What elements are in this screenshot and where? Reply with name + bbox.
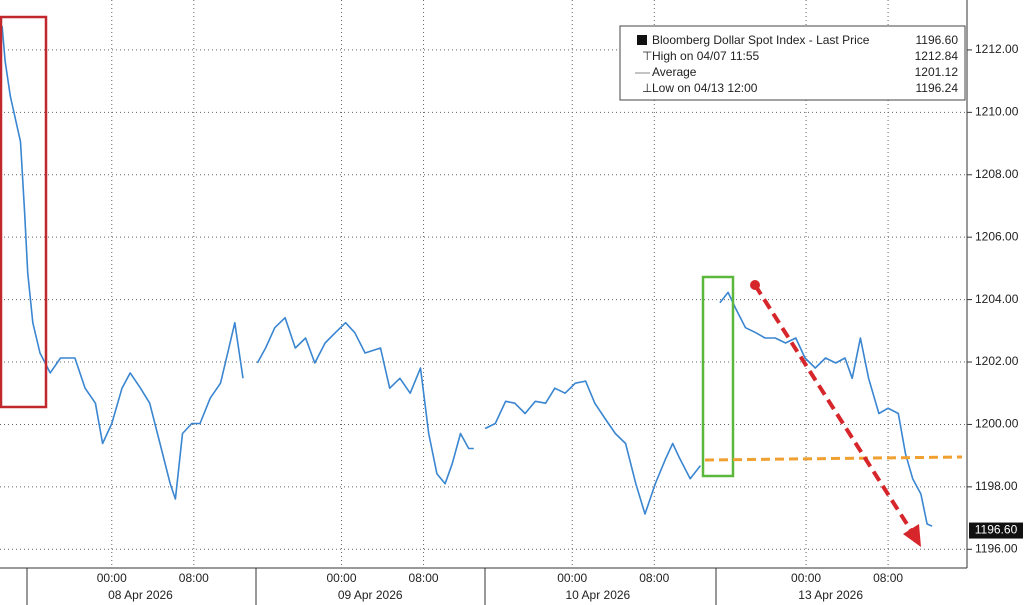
legend-label: Bloomberg Dollar Spot Index - Last Price [652, 33, 870, 47]
last-price-box [969, 522, 1023, 539]
day-separators [26, 568, 717, 605]
y-tick-label: 1206.00 [975, 229, 1019, 243]
legend-label: Average [652, 65, 697, 79]
y-tick-label: 1210.00 [975, 105, 1019, 119]
last-price-label: 1196.60 [975, 523, 1018, 537]
x-tick-label: 00:00 [326, 571, 356, 585]
legend-label: Low on 04/13 12:00 [652, 81, 758, 95]
date-label: 08 Apr 2026 [108, 588, 173, 602]
date-label: 09 Apr 2026 [338, 588, 403, 602]
highlight-box [0, 15, 48, 409]
legend: Bloomberg Dollar Spot Index - Last Price… [619, 25, 966, 101]
legend-icon: ⊥ [642, 81, 652, 95]
y-tick-label: 1200.00 [975, 417, 1019, 431]
y-tick-label: 1212.00 [975, 42, 1019, 56]
x-tick-label: 00:00 [97, 571, 127, 585]
x-tick-label: 08:00 [409, 571, 439, 585]
legend-box [619, 25, 966, 101]
highlight-box [701, 275, 735, 478]
legend-value: 1201.12 [915, 65, 959, 79]
arrow-head [903, 524, 921, 547]
support-line [704, 455, 963, 462]
x-tick-label: 08:00 [639, 571, 669, 585]
y-tick-label: 1204.00 [975, 292, 1019, 306]
y-tick-label: 1198.00 [975, 479, 1018, 493]
x-tick-label: 00:00 [791, 571, 821, 585]
y-tick-label: 1196.00 [975, 541, 1018, 555]
price-line [1, 25, 933, 527]
y-tick-label: 1208.00 [975, 167, 1019, 181]
trend-arrow [753, 283, 914, 534]
x-tick-label: 08:00 [873, 571, 903, 585]
legend-value: 1196.60 [916, 33, 959, 47]
legend-label: High on 04/07 11:55 [652, 49, 760, 63]
y-tick-label: 1202.00 [975, 354, 1019, 368]
date-label: 13 Apr 2026 [798, 588, 863, 602]
date-label: 10 Apr 2026 [566, 588, 631, 602]
legend-value: 1196.24 [916, 81, 959, 95]
x-tick-label: 08:00 [179, 571, 209, 585]
legend-value: 1212.84 [915, 49, 959, 63]
legend-swatch [637, 35, 647, 45]
x-tick-label: 00:00 [557, 571, 587, 585]
legend-icon: ⊤ [642, 49, 652, 63]
